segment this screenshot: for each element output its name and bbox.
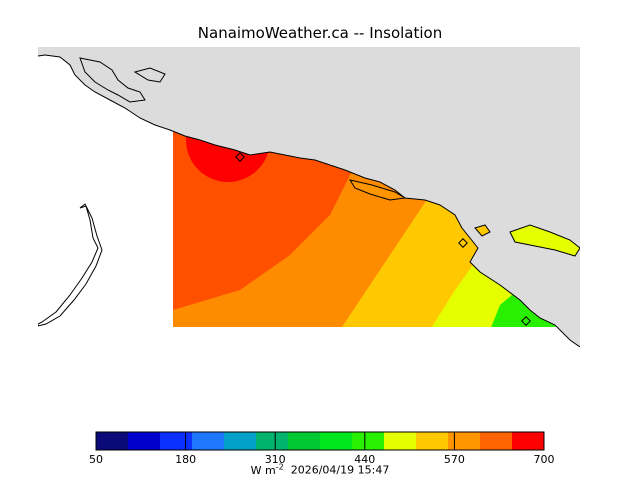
- station-marker[interactable]: [235, 152, 245, 162]
- colorbar-tick-label: 440: [354, 453, 375, 466]
- colorbar-swatch: [352, 432, 385, 450]
- colorbar-tick-label: 310: [265, 453, 286, 466]
- station-marker[interactable]: [458, 238, 468, 248]
- colorbar-swatch: [416, 432, 449, 450]
- colorbar-swatch: [512, 432, 545, 450]
- west-island: [38, 203, 103, 327]
- colorbar-swatch: [128, 432, 161, 450]
- colorbar-swatch: [192, 432, 225, 450]
- colorbar-swatch: [288, 432, 321, 450]
- colorbar-tick-label: 700: [534, 453, 555, 466]
- colorbar-tick-label: 50: [89, 453, 103, 466]
- chart-title: NanaimoWeather.ca -- Insolation: [197, 24, 443, 42]
- colorbar-swatch: [448, 432, 481, 450]
- colorbar-swatch: [224, 432, 257, 450]
- station-marker[interactable]: [521, 316, 531, 326]
- colorbar-swatch: [160, 432, 193, 450]
- colorbar-swatch: [256, 432, 289, 450]
- island-north: [79, 57, 146, 103]
- colorbar-swatch: [320, 432, 353, 450]
- colorbar-tick-label: 180: [175, 453, 196, 466]
- colorbar-swatch: [384, 432, 417, 450]
- colorbar-footer: W m-2 2026/04/19 15:47: [0, 462, 640, 477]
- coastline: [38, 54, 580, 347]
- island-east: [509, 224, 580, 257]
- colorbar-tick-label: 570: [444, 453, 465, 466]
- colorbar-swatch: [480, 432, 513, 450]
- colorbar-swatch: [96, 432, 129, 450]
- units-label: W m-2: [250, 462, 284, 477]
- island-spit: [348, 179, 407, 201]
- timestamp: 2026/04/19 15:47: [290, 463, 390, 477]
- island-northeast: [133, 67, 166, 83]
- island-small: [474, 224, 491, 237]
